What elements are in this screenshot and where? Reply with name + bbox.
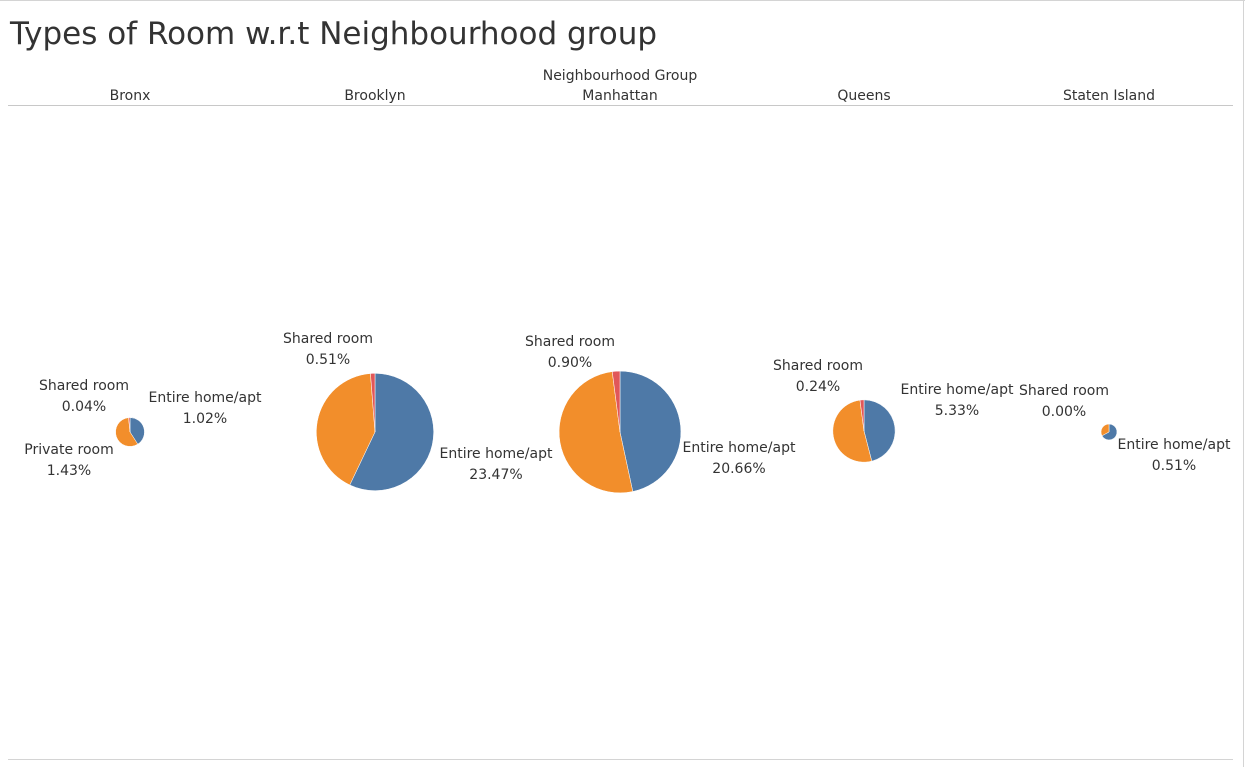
- slice-label-category: Entire home/apt: [1118, 437, 1231, 453]
- slice-label-category: Shared room: [39, 378, 129, 394]
- column-header: Neighbourhood Group: [542, 68, 698, 84]
- column-label-staten-island: Staten Island: [1062, 88, 1156, 104]
- pie-slice-brooklyn-private-room[interactable]: [316, 373, 376, 486]
- slice-label-value: 1.02%: [183, 411, 227, 427]
- pie-slice-staten-island-entire-home-apt[interactable]: [1101, 423, 1118, 441]
- slice-label-category: Entire home/apt: [440, 446, 553, 462]
- column-label-brooklyn: Brooklyn: [344, 88, 406, 104]
- slice-label-category: Shared room: [283, 331, 373, 347]
- pie-slice-manhattan-private-room[interactable]: [558, 371, 634, 494]
- frame-top-border: [0, 0, 1245, 1]
- pie-slice-manhattan-entire-home-apt[interactable]: [619, 370, 682, 492]
- column-label-bronx: Bronx: [109, 88, 151, 104]
- slice-label-category: Entire home/apt: [901, 382, 1014, 398]
- slice-label-value: 5.33%: [935, 403, 979, 419]
- header-divider: [8, 105, 1233, 106]
- column-label-manhattan: Manhattan: [582, 88, 658, 104]
- column-label-queens: Queens: [837, 88, 891, 104]
- slice-label-category: Entire home/apt: [149, 390, 262, 406]
- slice-label-category: Entire home/apt: [683, 440, 796, 456]
- slice-label-value: 0.51%: [306, 352, 350, 368]
- slice-label-value: 0.51%: [1152, 458, 1196, 474]
- pie-slice-bronx-private-room[interactable]: [115, 417, 139, 447]
- slice-label-value: 0.04%: [62, 399, 106, 415]
- pie-slice-queens-entire-home-apt[interactable]: [863, 399, 896, 462]
- pie-slice-brooklyn-entire-home-apt[interactable]: [349, 373, 434, 491]
- slice-label-category: Shared room: [1019, 383, 1109, 399]
- slice-label-category: Private room: [24, 442, 113, 458]
- slice-label-value: 20.66%: [712, 461, 765, 477]
- slice-label-category: Shared room: [525, 334, 615, 350]
- frame-right-border: [1243, 0, 1244, 767]
- pie-slice-queens-private-room[interactable]: [832, 399, 873, 463]
- slice-label-value: 0.24%: [796, 379, 840, 395]
- pie-slice-bronx-shared-room[interactable]: [128, 417, 131, 433]
- pie-slice-brooklyn-shared-room[interactable]: [370, 373, 376, 433]
- slice-label-value: 1.43%: [47, 463, 91, 479]
- pie-slice-manhattan-shared-room[interactable]: [611, 370, 621, 433]
- slice-label-category: Shared room: [773, 358, 863, 374]
- frame-bottom-border: [8, 759, 1233, 760]
- slice-label-value: 23.47%: [469, 467, 522, 483]
- chart-title: Types of Room w.r.t Neighbourhood group: [10, 16, 658, 52]
- pie-slice-queens-shared-room[interactable]: [859, 399, 865, 432]
- slice-label-value: 0.00%: [1042, 404, 1086, 420]
- slice-label-value: 0.90%: [548, 355, 592, 371]
- pie-slice-staten-island-private-room[interactable]: [1100, 423, 1110, 437]
